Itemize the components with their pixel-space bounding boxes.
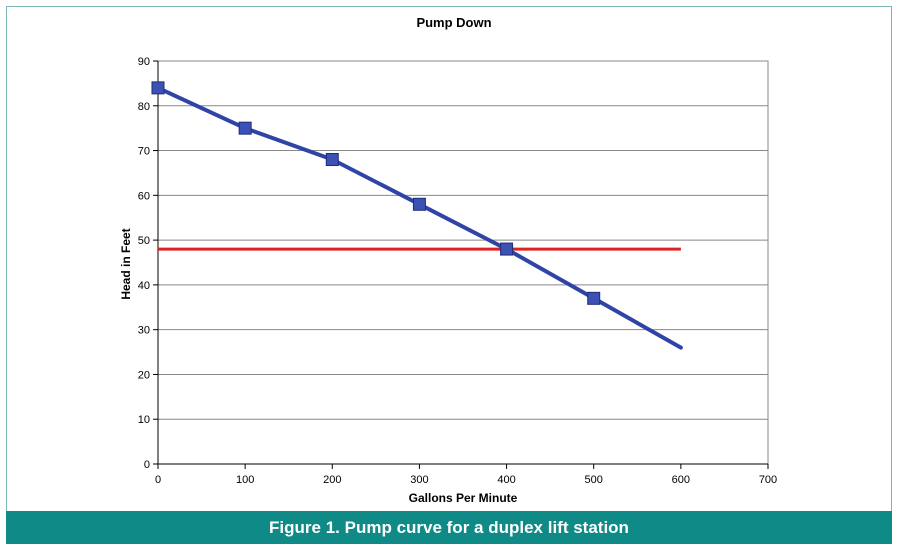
x-tick-label: 400: [497, 474, 515, 486]
data-point-marker: [151, 81, 165, 95]
x-tick-label: 300: [410, 474, 428, 486]
y-tick-label: 0: [144, 459, 150, 471]
y-tick-label: 90: [138, 56, 150, 68]
data-point-marker: [325, 153, 339, 167]
y-tick-label: 40: [138, 280, 150, 292]
x-tick-label: 100: [236, 474, 254, 486]
x-tick-label: 500: [585, 474, 603, 486]
plot-area-border: [157, 60, 769, 465]
y-tick-label: 50: [138, 235, 150, 247]
pump-curve-line: [156, 85, 683, 350]
x-tick-label: 200: [323, 474, 341, 486]
data-point-marker: [587, 291, 601, 305]
y-tick-label: 70: [138, 146, 150, 158]
x-axis-label: Gallons Per Minute: [409, 491, 518, 505]
y-tick-label: 30: [138, 325, 150, 337]
data-point-marker: [238, 121, 252, 135]
y-tick-label: 80: [138, 101, 150, 113]
y-tick-label: 10: [138, 414, 150, 426]
data-point-marker: [500, 242, 514, 256]
grid-lines: [157, 60, 769, 465]
data-point-marker: [412, 197, 426, 211]
x-tick-label: 0: [155, 474, 161, 486]
figure-frame: [6, 6, 892, 543]
y-axis-label: Head in Feet: [119, 228, 133, 299]
chart-title: Pump Down: [416, 15, 491, 30]
figure-caption: Figure 1. Pump curve for a duplex lift s…: [269, 517, 629, 537]
y-tick-label: 20: [138, 369, 150, 381]
x-tick-label: 700: [759, 474, 777, 486]
x-tick-label: 600: [672, 474, 690, 486]
caption-bar: Figure 1. Pump curve for a duplex lift s…: [6, 511, 892, 544]
axes: 0 10 20 30 40 50 60 70 80 90 0 100 200 300 400 500 600 70…: [138, 56, 777, 486]
series-layer: [151, 81, 683, 350]
y-tick-label: 60: [138, 190, 150, 202]
